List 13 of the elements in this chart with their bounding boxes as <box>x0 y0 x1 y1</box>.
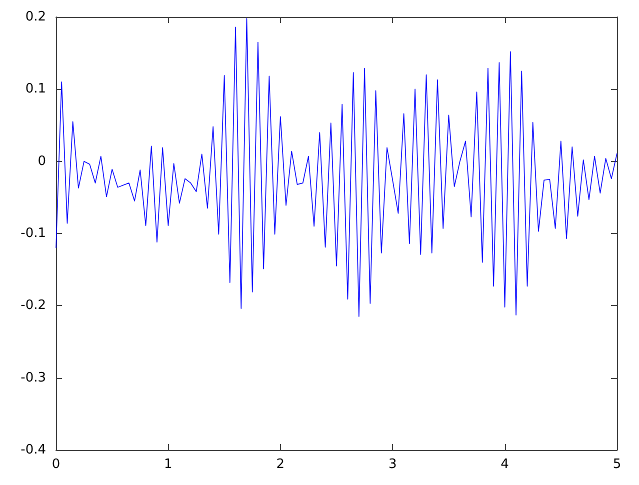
y-tick-label: 0 <box>38 154 46 169</box>
y-tick-label: -0.2 <box>20 298 46 314</box>
x-tick-label: 0 <box>52 457 60 472</box>
x-tick-label: 1 <box>164 457 172 472</box>
y-tick-label: -0.3 <box>20 370 46 386</box>
x-tick-label: 4 <box>500 457 509 472</box>
x-tick-label: 2 <box>276 457 285 472</box>
y-tick-label: -0.1 <box>20 226 46 241</box>
x-tick-label: 3 <box>388 457 397 472</box>
y-tick-label: -0.4 <box>20 442 46 458</box>
y-tick-label: 0.1 <box>25 82 46 97</box>
y-tick-label: 0.2 <box>25 10 46 24</box>
x-tick-label: 5 <box>612 457 622 472</box>
